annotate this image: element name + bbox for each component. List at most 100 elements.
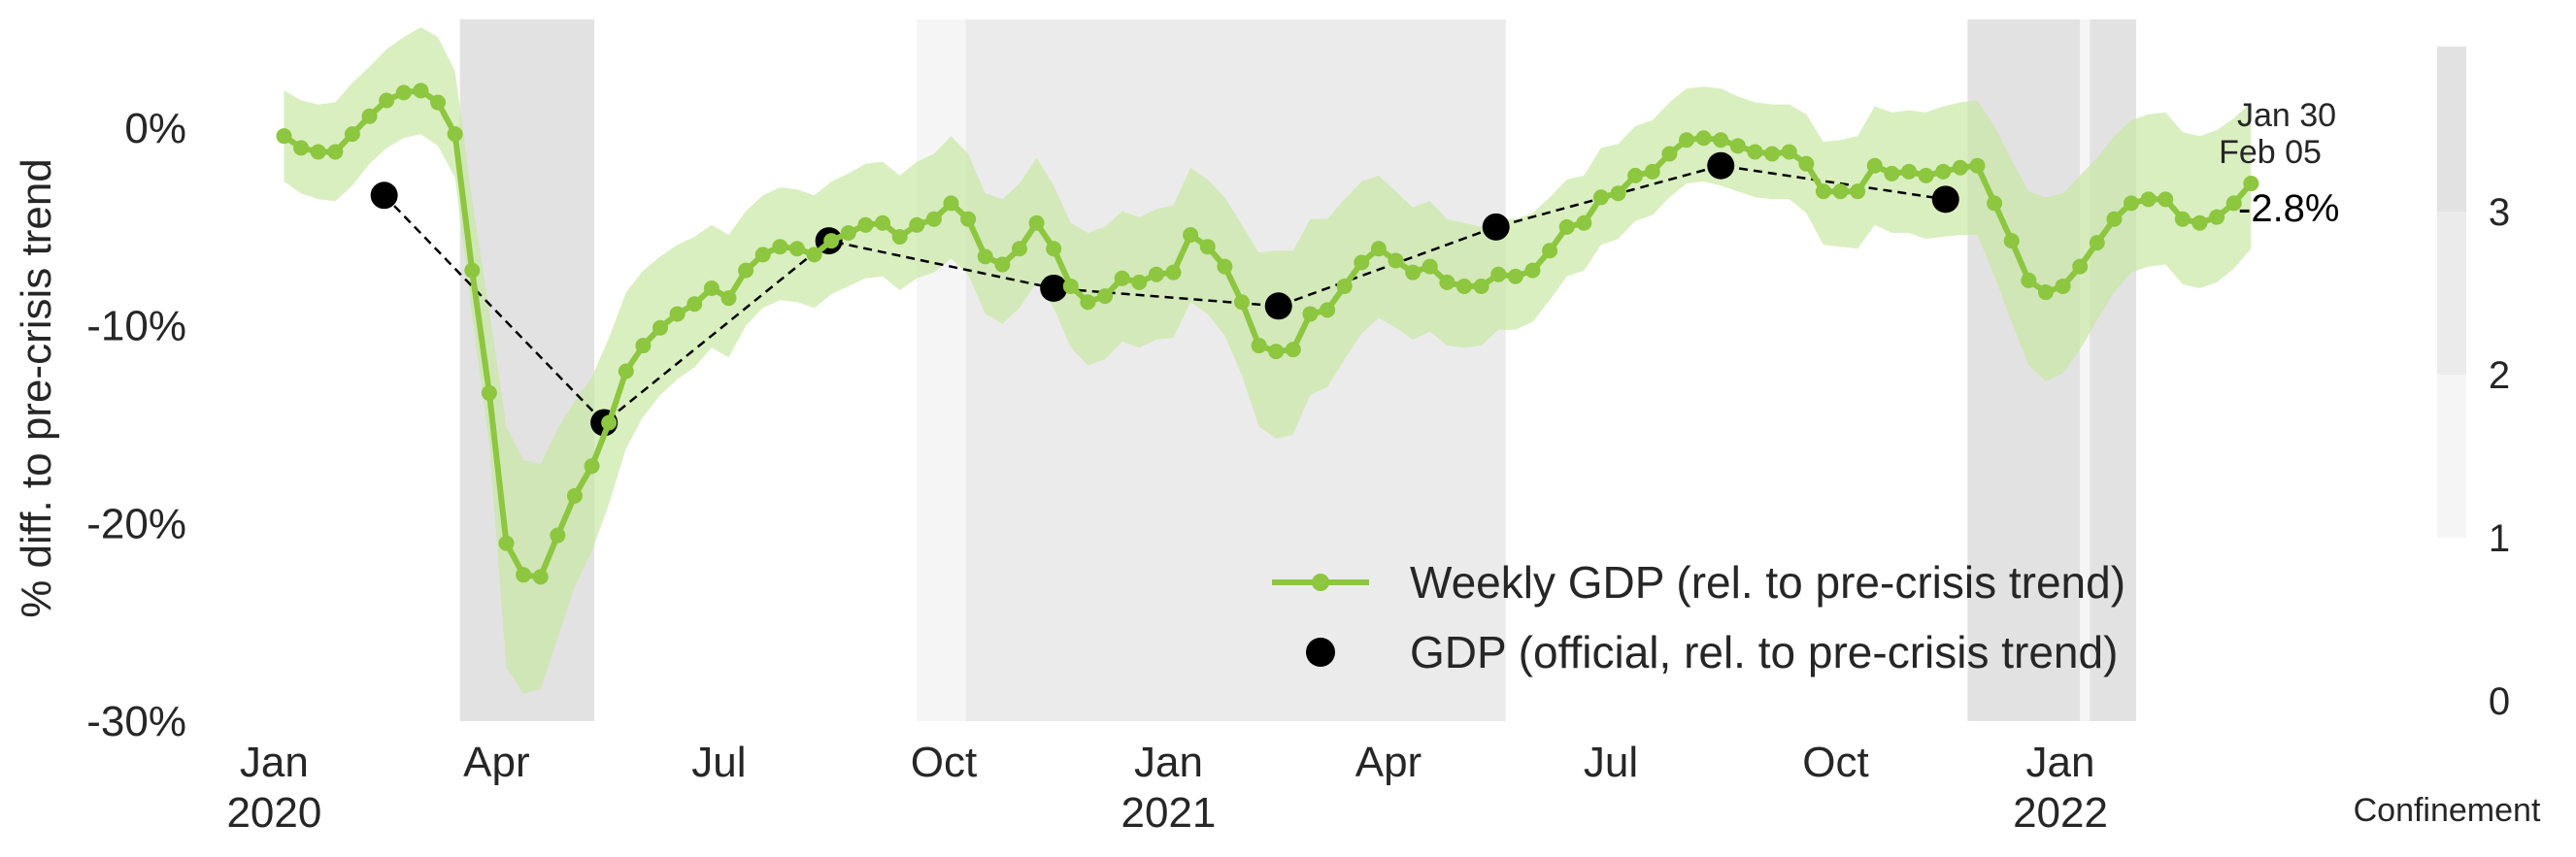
x-tick-label-2: Jul [691, 739, 746, 786]
weekly-gdp-point-27 [738, 262, 754, 279]
weekly-gdp-point-10 [447, 126, 463, 143]
weekly-gdp-point-0 [276, 128, 292, 145]
x-tick-year-4: 2021 [1121, 789, 1217, 837]
weekly-gdp-point-53 [1183, 226, 1199, 243]
weekly-gdp-point-13 [498, 535, 515, 551]
weekly-gdp-point-77 [1592, 189, 1609, 206]
weekly-gdp-point-2 [310, 144, 326, 160]
weekly-gdp-point-50 [1131, 274, 1148, 290]
weekly-gdp-point-22 [652, 319, 669, 336]
weekly-gdp-point-107 [2106, 211, 2123, 227]
annotation-date-2: Feb 05 [2219, 134, 2322, 171]
weekly-gdp-point-31 [806, 247, 822, 263]
weekly-gdp-point-52 [1165, 264, 1182, 280]
weekly-gdp-point-1 [293, 140, 310, 156]
weekly-gdp-point-84 [1713, 132, 1729, 148]
weekly-gdp-point-7 [395, 84, 412, 101]
weekly-gdp-point-99 [1969, 157, 1986, 174]
weekly-gdp-point-74 [1542, 243, 1558, 259]
weekly-gdp-point-55 [1217, 258, 1233, 275]
weekly-gdp-point-78 [1610, 185, 1626, 202]
weekly-gdp-point-32 [823, 233, 840, 249]
weekly-gdp-point-88 [1781, 144, 1797, 160]
y-tick-label-2: -20% [86, 500, 186, 547]
weekly-gdp-point-59 [1285, 342, 1301, 358]
weekly-gdp-point-54 [1199, 239, 1216, 255]
weekly-gdp-point-36 [891, 229, 908, 246]
weekly-gdp-point-66 [1405, 264, 1422, 280]
weekly-gdp-point-100 [1987, 195, 2003, 212]
weekly-gdp-point-43 [1011, 241, 1027, 257]
weekly-gdp-point-46 [1062, 278, 1079, 294]
weekly-gdp-point-21 [635, 338, 652, 354]
weekly-gdp-point-19 [601, 414, 618, 431]
colorbar-segment-3 [2437, 47, 2466, 212]
official-gdp-point-3 [1040, 274, 1068, 302]
weekly-gdp-point-102 [2021, 272, 2037, 288]
colorbar-tick-3: 3 [2489, 191, 2510, 234]
x-tick-label-0: Jan [240, 739, 309, 786]
weekly-gdp-point-92 [1850, 183, 1866, 200]
weekly-gdp-confidence-area [284, 27, 2252, 694]
weekly-gdp-point-51 [1148, 266, 1164, 282]
weekly-gdp-point-79 [1627, 167, 1644, 183]
weekly-gdp-point-81 [1661, 146, 1678, 162]
weekly-gdp-point-69 [1455, 278, 1472, 294]
official-gdp-point-4 [1264, 292, 1292, 320]
weekly-gdp-point-105 [2072, 258, 2089, 275]
weekly-gdp-point-83 [1695, 130, 1712, 147]
weekly-gdp-point-89 [1798, 155, 1815, 172]
official-gdp-point-6 [1707, 151, 1735, 180]
weekly-gdp-point-20 [618, 363, 634, 379]
weekly-gdp-point-25 [703, 280, 719, 296]
weekly-gdp-point-16 [550, 527, 566, 544]
weekly-gdp-point-14 [516, 567, 532, 583]
weekly-gdp-point-9 [430, 94, 447, 111]
weekly-gdp-point-106 [2089, 235, 2105, 251]
weekly-gdp-point-61 [1320, 302, 1336, 318]
colorbar-tick-1: 1 [2489, 517, 2510, 560]
confinement-band-1 [917, 19, 966, 721]
weekly-gdp-point-24 [686, 296, 703, 313]
legend-weekly-label: Weekly GDP (rel. to pre-crisis trend) [1410, 557, 2125, 608]
colorbar-label: Confinement [2354, 792, 2541, 829]
x-tick-label-5: Apr [1355, 739, 1422, 786]
weekly-gdp-point-113 [2209, 209, 2225, 225]
legend-official-marker [1306, 638, 1335, 667]
y-tick-label-1: -10% [86, 303, 186, 350]
weekly-gdp-point-34 [857, 216, 874, 233]
weekly-gdp-point-85 [1729, 138, 1746, 154]
weekly-gdp-point-67 [1422, 258, 1438, 275]
weekly-gdp-point-39 [943, 195, 959, 212]
weekly-gdp-point-70 [1473, 278, 1489, 294]
weekly-gdp-point-6 [379, 92, 395, 109]
weekly-gdp-point-93 [1866, 157, 1883, 174]
x-tick-year-8: 2022 [2013, 789, 2108, 837]
weekly-gdp-point-96 [1918, 167, 1934, 183]
weekly-gdp-point-56 [1233, 294, 1250, 311]
colorbar-segment-0 [2437, 538, 2466, 701]
weekly-gdp-point-17 [566, 487, 583, 504]
x-tick-label-8: Jan [2026, 739, 2095, 786]
weekly-gdp-point-30 [788, 241, 805, 257]
x-tick-label-3: Oct [911, 739, 977, 786]
weekly-gdp-point-110 [2158, 191, 2174, 208]
weekly-gdp-point-71 [1490, 266, 1507, 282]
weekly-gdp-point-44 [1028, 214, 1045, 231]
weekly-gdp-point-73 [1524, 262, 1541, 279]
weekly-gdp-point-114 [2225, 195, 2242, 212]
y-tick-label-3: -30% [86, 698, 186, 745]
weekly-gdp-point-42 [994, 256, 1011, 273]
official-gdp-point-5 [1482, 213, 1510, 241]
weekly-gdp-point-72 [1507, 268, 1523, 284]
weekly-gdp-point-45 [1046, 241, 1062, 257]
weekly-gdp-point-91 [1832, 183, 1849, 200]
weekly-gdp-point-8 [413, 82, 429, 99]
weekly-gdp-point-37 [909, 216, 925, 233]
weekly-gdp-point-94 [1884, 165, 1900, 181]
legend: Weekly GDP (rel. to pre-crisis trend) GD… [1272, 557, 2125, 677]
weekly-gdp-series [276, 82, 2259, 585]
weekly-gdp-point-11 [464, 262, 481, 279]
weekly-gdp-point-82 [1678, 132, 1694, 148]
